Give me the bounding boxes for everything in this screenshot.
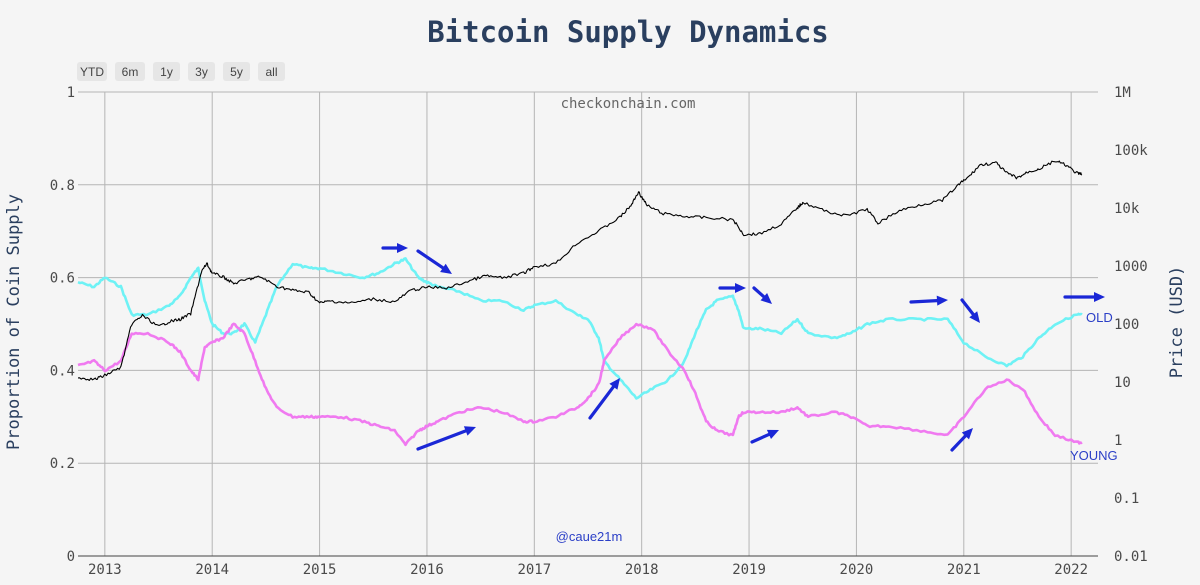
annotation-arrow-shaft xyxy=(750,432,771,444)
annotation-arrow-head xyxy=(936,295,948,306)
range-button-6m[interactable]: 6m xyxy=(115,62,145,81)
annotation-arrow-head xyxy=(760,293,772,304)
arrow-annotations xyxy=(381,243,1105,452)
annotation-arrow-shaft xyxy=(416,249,445,270)
series-price-line xyxy=(77,160,1083,381)
y2-tick-label: 100k xyxy=(1114,143,1148,159)
y2-tick-label: 10k xyxy=(1114,201,1140,217)
annotation-arrow-shaft xyxy=(960,298,975,316)
annotation-arrow-shaft xyxy=(909,298,939,304)
y2-tick-label: 10 xyxy=(1114,375,1131,391)
series-layer xyxy=(77,160,1083,447)
y2-tick-label: 1M xyxy=(1114,85,1131,101)
range-button-ytd[interactable]: YTD xyxy=(77,62,107,81)
y-tick-label: 0 xyxy=(67,549,75,565)
x-tick-label: 2019 xyxy=(732,562,766,578)
x-tick-label: 2018 xyxy=(625,562,659,578)
x-tick-label: 2013 xyxy=(88,562,122,578)
annotation-arrow-head xyxy=(397,243,408,253)
annotation-arrow-shaft xyxy=(588,385,616,420)
grid xyxy=(78,91,1098,557)
x-tick-label: 2021 xyxy=(947,562,981,578)
young-label: YOUNG xyxy=(1070,448,1118,463)
y2-axis-title: Price (USD) xyxy=(1167,266,1187,379)
annotation-arrow-shaft xyxy=(950,434,968,452)
tick-layer: 0 0.2 0.4 0.6 0.8 1 0.01 0.1 1 10 100 1000 10k 100k 1M… xyxy=(50,85,1149,578)
annotation-arrow-shaft xyxy=(416,429,468,451)
watermark: checkonchain.com xyxy=(561,96,696,112)
x-tick-label: 2014 xyxy=(195,562,229,578)
annotation-arrow-head xyxy=(969,311,980,323)
x-tick-label: 2016 xyxy=(410,562,444,578)
y-tick-label: 0.8 xyxy=(50,178,75,194)
annotation-arrow-head xyxy=(735,283,746,293)
range-button-5y[interactable]: 5y xyxy=(223,62,250,81)
y-tick-label: 1 xyxy=(67,85,75,101)
y2-tick-label: 1000 xyxy=(1114,259,1148,275)
y-tick-label: 0.4 xyxy=(50,363,75,379)
y2-tick-label: 100 xyxy=(1114,317,1139,333)
x-tick-label: 2015 xyxy=(303,562,337,578)
annotation-arrow-head xyxy=(1094,292,1105,302)
series-old-line xyxy=(77,257,1083,400)
y2-tick-label: 0.1 xyxy=(1114,491,1139,507)
annotation-arrow-head xyxy=(961,428,973,440)
y-axis-title: Proportion of Coin Supply xyxy=(4,194,24,450)
annotation-arrow-shaft xyxy=(752,286,766,299)
y-tick-label: 0.6 xyxy=(50,271,75,287)
old-label: OLD xyxy=(1086,310,1113,325)
annotation-arrow-head xyxy=(463,426,476,436)
series-young-line xyxy=(77,322,1083,447)
range-button-3y[interactable]: 3y xyxy=(188,62,215,81)
y2-tick-label: 1 xyxy=(1114,433,1122,449)
annotation-arrow-head xyxy=(440,263,452,274)
range-button-1y[interactable]: 1y xyxy=(153,62,180,81)
annotation-arrow-head xyxy=(766,429,779,439)
x-tick-label: 2017 xyxy=(517,562,551,578)
range-button-all[interactable]: all xyxy=(258,62,285,81)
x-tick-label: 2022 xyxy=(1054,562,1088,578)
x-tick-label: 2020 xyxy=(840,562,874,578)
y-tick-label: 0.2 xyxy=(50,456,75,472)
chart-title: Bitcoin Supply Dynamics xyxy=(427,15,829,49)
annotation-arrow-head xyxy=(609,378,620,390)
y2-tick-label: 0.01 xyxy=(1114,549,1148,565)
author-handle: @caue21m xyxy=(556,529,623,544)
